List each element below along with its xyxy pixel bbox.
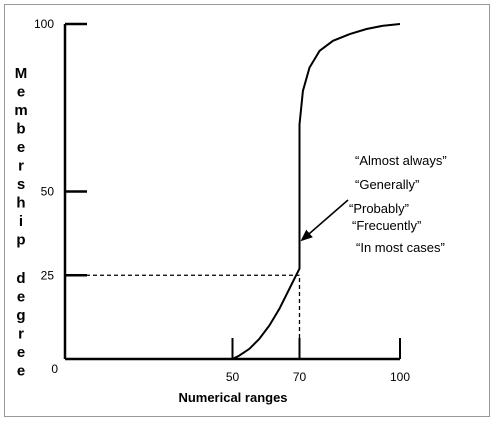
y-axis-title-letter: d (16, 270, 25, 287)
y-axis-title-letter: r (18, 326, 24, 343)
annotation-label: “Frecuently” (352, 218, 421, 233)
y-axis-title-letter: e (17, 139, 25, 156)
y-axis-title-letter: e (17, 344, 25, 361)
x-tick-label: 100 (390, 370, 410, 384)
annotation-arrow (300, 199, 349, 242)
y-tick-label: 50 (41, 185, 55, 199)
y-tick-label: 100 (34, 17, 54, 31)
y-axis-title-letter: e (17, 84, 25, 101)
y-tick-label: 0 (51, 362, 58, 376)
annotation-label: “Probably” (349, 201, 409, 216)
y-axis-title-letter: p (16, 232, 25, 249)
membership-curve (232, 23, 401, 360)
annotation-label: “Generally” (355, 177, 419, 192)
y-axis-title-letter: i (19, 213, 23, 230)
y-axis-title-letter: m (14, 102, 27, 119)
y-tick-label: 25 (41, 268, 55, 282)
x-tick-label: 70 (293, 370, 307, 384)
y-axis-title-letter: M (15, 65, 28, 82)
y-axis-title-letter: h (16, 195, 25, 212)
chart-frame (4, 4, 490, 417)
y-axis-title-letter: e (17, 289, 25, 306)
y-axis-title-letter: r (18, 158, 24, 175)
y-axis-title-letter: b (16, 121, 25, 138)
annotation-label: “Almost always” (355, 153, 447, 168)
x-axis-title: Numerical ranges (178, 390, 287, 405)
y-axis-title-letter: g (16, 307, 25, 324)
annotation-label: “In most cases” (356, 240, 445, 255)
x-tick-label: 50 (226, 370, 240, 384)
y-axis-title-letter: e (17, 363, 25, 380)
y-axis-title-letter: s (17, 176, 25, 193)
